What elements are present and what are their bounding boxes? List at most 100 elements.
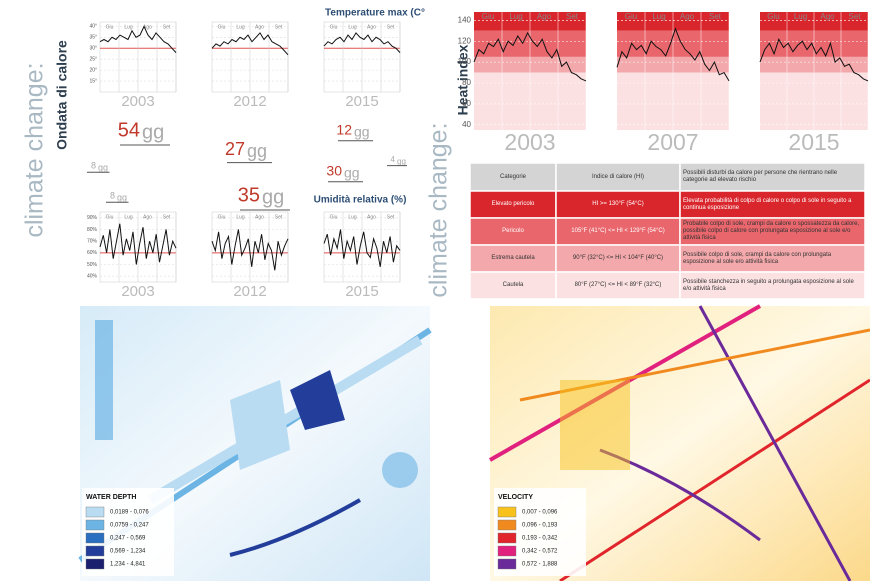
duration-unit: gg	[117, 192, 127, 202]
y-tick-label: 35°	[89, 35, 97, 41]
month-label: Giu	[482, 12, 494, 21]
cell-box: Categorie	[473, 163, 553, 191]
y-tick-label: 80	[462, 78, 471, 87]
duration-unit: gg	[344, 165, 360, 181]
legend-swatch	[498, 520, 516, 530]
cell-box: Cautela	[473, 272, 553, 299]
month-label: Giu	[218, 24, 226, 30]
month-label: Lug	[348, 214, 357, 220]
month-label: Giu	[330, 214, 338, 220]
month-label: Ago	[143, 214, 152, 220]
y-tick-label: 60%	[87, 250, 98, 256]
legend-label: 0,569 - 1,234	[110, 549, 146, 555]
duration-number: 12	[336, 122, 352, 138]
duration-number: 54	[118, 119, 140, 141]
month-label: Set	[709, 12, 722, 21]
legend-swatch	[86, 546, 104, 556]
y-tick-label: 40	[462, 120, 471, 129]
legend-label: 1,234 - 4,841	[110, 562, 146, 568]
cell-box: Probabile colpo di sole, crampi da calor…	[683, 218, 862, 245]
legend-swatch	[86, 507, 104, 517]
duration-number: 4	[391, 155, 396, 164]
table-text: 90°F (32°C) <= HI < 104°F (40°C)	[559, 245, 677, 272]
month-label: Ago	[537, 12, 552, 21]
month-label: Giu	[767, 12, 779, 21]
cell-box: 105°F (41°C) <= HI < 129°F (54°C)	[559, 218, 677, 245]
table-text: HI >= 130°F (54°C)	[559, 191, 677, 218]
table-text: Indice di calore (HI)	[559, 163, 677, 191]
month-label: Giu	[218, 214, 226, 220]
duration-number: 8	[91, 160, 96, 170]
cell-box: HI >= 130°F (54°C)	[559, 191, 677, 218]
month-label: Lug	[348, 24, 357, 30]
legend-swatch	[498, 559, 516, 569]
duration-number: 27	[225, 139, 245, 159]
legend-swatch	[86, 559, 104, 569]
year-label: 2007	[647, 129, 698, 155]
year-label: 2003	[121, 93, 154, 110]
chart-label: Umidità relativa (%)	[314, 195, 407, 206]
table-text: Possibile colpo di sole, crampi da calor…	[683, 245, 862, 272]
month-label: Giu	[625, 12, 637, 21]
duration-unit: gg	[98, 162, 108, 172]
duration-number: 8	[110, 190, 115, 200]
cell-box: Possibile stanchezza in seguito a prolun…	[683, 272, 862, 299]
month-label: Set	[163, 214, 171, 220]
duration-number: 35	[238, 184, 260, 206]
y-tick-label: 90%	[87, 215, 98, 221]
y-tick-label: 30°	[89, 46, 97, 52]
y-tick-label: 80%	[87, 227, 98, 233]
year-label: 2012	[233, 283, 266, 300]
month-label: Ago	[680, 12, 695, 21]
y-tick-label: 120	[458, 36, 472, 45]
vertical-title: climate change:	[425, 122, 453, 297]
cell-box: Indice di calore (HI)	[559, 163, 677, 191]
table-text: Estrema cautela	[473, 245, 553, 272]
month-label: Giu	[330, 24, 338, 30]
month-label: Set	[163, 24, 171, 30]
cell-box: 80°F (27°C) <= HI < 89°F (32°C)	[559, 272, 677, 299]
month-label: Lug	[794, 12, 807, 21]
legend-swatch	[86, 533, 104, 543]
table-text: Pericolo	[473, 218, 553, 245]
y-tick-label: 40%	[87, 273, 98, 279]
legend-label: 0,096 - 0,193	[522, 523, 558, 529]
month-label: Lug	[236, 214, 245, 220]
year-label: 2003	[504, 129, 555, 155]
legend-label: 0,342 - 0,572	[522, 549, 558, 555]
legend-label: 0,572 - 1,888	[522, 562, 558, 568]
month-label: Set	[387, 214, 395, 220]
poster: climate change:Ondata di caloreclimate c…	[0, 0, 870, 581]
duration-unit: gg	[397, 157, 406, 166]
legend-label: 0,193 - 0,342	[522, 536, 558, 542]
month-label: Set	[275, 214, 283, 220]
y-tick-label: 100	[458, 57, 472, 66]
legend-swatch	[498, 533, 516, 543]
year-label: 2012	[233, 93, 266, 110]
year-label: 2015	[345, 283, 378, 300]
duration-unit: gg	[142, 121, 164, 143]
legend-label: 0,007 - 0,096	[522, 510, 558, 516]
duration-unit: gg	[262, 186, 284, 208]
table-text: 80°F (27°C) <= HI < 89°F (32°C)	[559, 272, 677, 299]
table-text: Possibile stanchezza in seguito a prolun…	[683, 272, 862, 299]
month-label: Lug	[509, 12, 522, 21]
legend-label: 0,247 - 0,569	[110, 536, 146, 542]
y-tick-label: 70%	[87, 238, 98, 244]
legend-swatch	[498, 507, 516, 517]
table-text: Probabile colpo di sole, crampi da calor…	[683, 218, 862, 245]
table-text: Elevata probabilità di colpo di calore o…	[683, 191, 862, 218]
month-label: Lug	[124, 24, 133, 30]
duration-unit: gg	[247, 141, 267, 161]
month-label: Lug	[124, 214, 133, 220]
month-label: Lug	[652, 12, 665, 21]
table-text: Categorie	[473, 163, 553, 191]
cell-box: Pericolo	[473, 218, 553, 245]
vertical-title: climate change:	[21, 62, 49, 237]
month-label: Ago	[255, 24, 264, 30]
cell-box: Elevata probabilità di colpo di calore o…	[683, 191, 862, 218]
legend-label: 0,0189 - 0,076	[110, 510, 149, 516]
table-text: Cautela	[473, 272, 553, 299]
table-text: Possibili disturbi da calore per persone…	[683, 163, 862, 191]
legend-label: 0,0759 - 0,247	[110, 523, 149, 529]
